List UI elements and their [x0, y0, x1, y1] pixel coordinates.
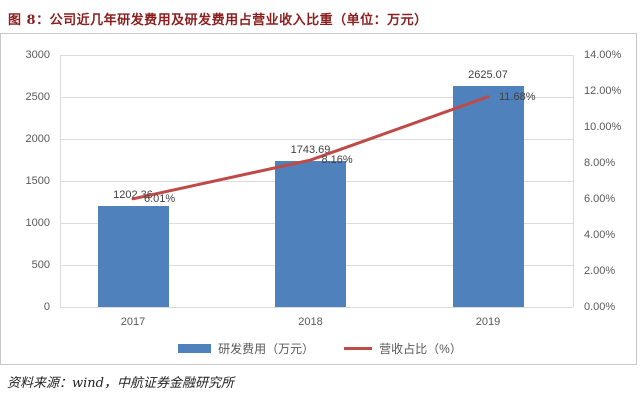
x-axis-label-2017: 2017 [120, 316, 146, 328]
y-axis-label-left: 2500 [25, 91, 50, 103]
gridline [60, 55, 573, 56]
bar-2017 [97, 206, 169, 307]
legend-bar-swatch-icon [178, 343, 212, 353]
ratio-point-label: 6.01% [144, 192, 176, 205]
bar-value-label: 2625.07 [468, 69, 508, 82]
x-axis-label-2018: 2018 [298, 316, 323, 328]
source-note: 资料来源：wind，中航证券金融研究所 [7, 376, 234, 391]
y-axis-label-left: 0 [43, 301, 50, 313]
x-axis-label-2019: 2019 [475, 316, 501, 328]
y-axis-label-right: 6.00% [584, 193, 616, 205]
legend-item: 营收占比（%） [344, 340, 462, 357]
y-axis-label-right: 4.00% [584, 229, 616, 241]
legend-label: 研发费用（万元） [218, 341, 315, 356]
y-axis-label-left: 500 [31, 259, 50, 271]
bar-2018 [275, 160, 346, 307]
chart-legend: 研发费用（万元） 营收占比（%） [0, 340, 640, 356]
bar-2019 [452, 86, 524, 307]
y-axis-label-right: 0.00% [584, 301, 616, 313]
legend-label: 营收占比（%） [379, 341, 462, 356]
y-axis-label-left: 1000 [25, 217, 50, 229]
ratio-point-label: 11.68% [499, 90, 536, 103]
legend-item: 研发费用（万元） [178, 340, 314, 357]
y-axis-label-right: 12.00% [584, 85, 622, 97]
figure-title: 图 8：公司近几年研发费用及研发费用占营业收入比重（单位：万元） [8, 13, 428, 28]
ratio-point-label: 8.16% [321, 154, 353, 167]
plot-border-left [60, 55, 61, 307]
y-axis-label-left: 2000 [25, 133, 50, 145]
legend-line-swatch-icon [344, 346, 373, 350]
y-axis-label-right: 14.00% [584, 49, 622, 61]
y-axis-label-left: 3000 [25, 49, 50, 61]
gridline [60, 307, 573, 308]
y-axis-label-right: 8.00% [584, 157, 616, 169]
y-axis-label-right: 10.00% [584, 121, 622, 133]
plot-border-right [573, 55, 574, 307]
y-axis-label-left: 1500 [25, 175, 50, 187]
y-axis-label-right: 2.00% [584, 265, 616, 277]
